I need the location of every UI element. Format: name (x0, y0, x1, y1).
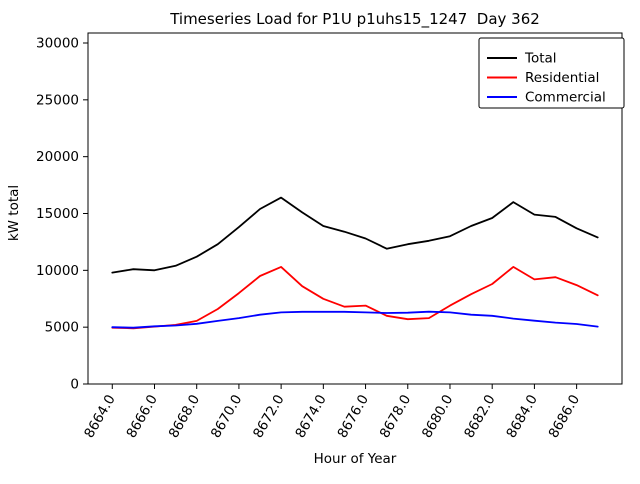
x-tick-label: 8676.0 (335, 392, 372, 441)
chart-title: Timeseries Load for P1U p1uhs15_1247 Day… (169, 10, 540, 29)
series-lines (111, 196, 599, 330)
series-line-residential (111, 265, 599, 330)
x-axis-label: Hour of Year (314, 451, 397, 467)
legend-label-commercial: Commercial (525, 90, 606, 106)
y-tick-label: 30000 (36, 36, 79, 52)
y-axis-label: kW total (6, 185, 22, 241)
x-tick-label: 8682.0 (461, 392, 498, 441)
x-tick-label: 8672.0 (250, 392, 287, 441)
y-tick-label: 25000 (36, 92, 79, 108)
x-tick-label: 8670.0 (208, 392, 245, 441)
x-tick-label: 8664.0 (81, 392, 118, 441)
legend-label-total: Total (524, 51, 557, 67)
y-tick-label: 15000 (36, 206, 79, 222)
x-tick-label: 8678.0 (377, 392, 414, 441)
x-tick-label: 8674.0 (292, 392, 329, 441)
legend: Total Residential Commercial (478, 37, 625, 109)
y-tick-label: 0 (70, 377, 79, 393)
series-line-total (111, 196, 599, 274)
y-tick-label: 10000 (36, 263, 79, 279)
x-tick-label: 8666.0 (123, 392, 160, 441)
legend-label-residential: Residential (525, 70, 599, 86)
series-line-commercial (111, 310, 599, 329)
plot-frame (87, 32, 623, 385)
x-tick-label: 8668.0 (166, 392, 203, 441)
x-tick-label: 8684.0 (503, 392, 540, 441)
x-tick-label: 8686.0 (546, 392, 583, 441)
legend-box (478, 37, 625, 109)
x-tick-label: 8680.0 (419, 392, 456, 441)
y-tick-label: 5000 (45, 320, 79, 336)
y-tick-label: 20000 (36, 149, 79, 165)
